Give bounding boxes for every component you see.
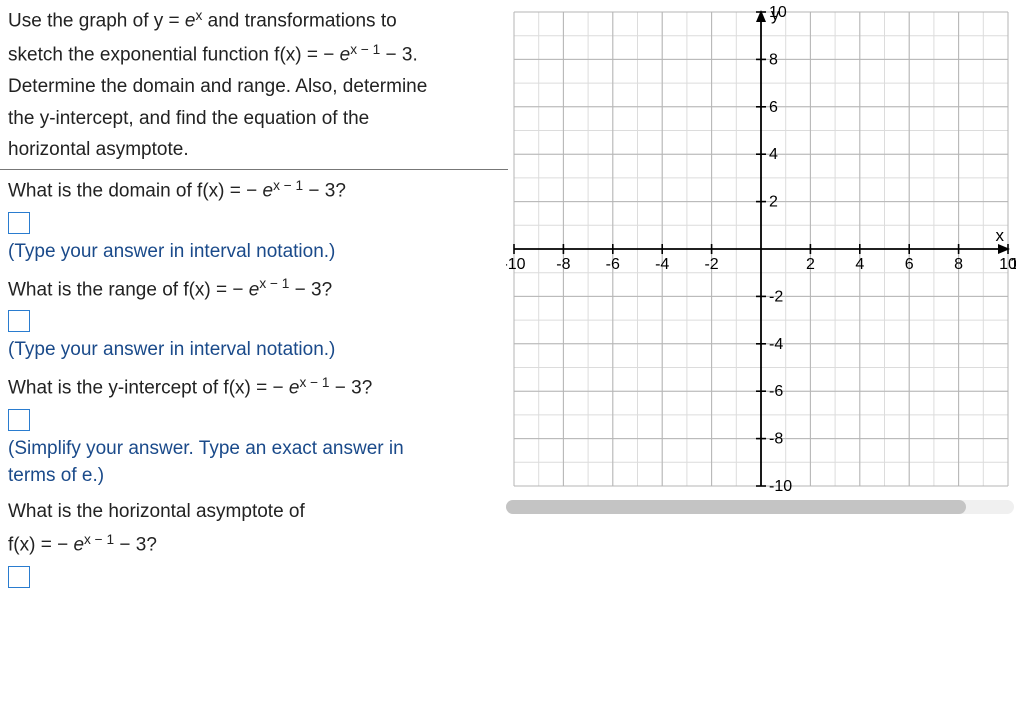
hint-interval-2: (Type your answer in interval notation.): [8, 338, 490, 363]
svg-text:-8: -8: [769, 431, 783, 448]
intro-line-3: Determine the domain and range. Also, de…: [8, 74, 490, 100]
svg-text:4: 4: [855, 256, 864, 273]
neg: −: [232, 279, 248, 300]
t: What is the range of f(x) =: [8, 279, 232, 300]
neg: −: [273, 378, 289, 399]
t: ?: [146, 534, 157, 555]
scrollbar-thumb[interactable]: [506, 500, 966, 514]
exp: x − 1: [350, 42, 380, 57]
question-ha-1: What is the horizontal asymptote of: [8, 499, 490, 525]
intro-line-5: horizontal asymptote.: [8, 137, 490, 163]
tail: − 3: [114, 534, 146, 555]
yintercept-input[interactable]: [8, 409, 30, 431]
t: sketch the exponential function f(x) =: [8, 44, 323, 65]
svg-text:-4: -4: [769, 336, 783, 353]
tail: − 3: [380, 44, 412, 65]
exp: x − 1: [84, 532, 114, 547]
hint-simplify-2: terms of e.): [8, 464, 490, 489]
graph-panel: -10-8-6-4-22468101-10-8-6-4-2246810yx: [500, 0, 1024, 716]
svg-text:x: x: [996, 226, 1005, 245]
question-domain: What is the domain of f(x) = − ex − 1 − …: [8, 176, 490, 204]
svg-text:1: 1: [1010, 256, 1016, 273]
svg-text:-6: -6: [769, 383, 783, 400]
neg: −: [323, 44, 339, 65]
svg-text:-8: -8: [556, 256, 570, 273]
e: e: [249, 279, 260, 300]
t: .: [412, 44, 417, 65]
divider: [0, 169, 508, 170]
t: and transformations to: [202, 10, 396, 31]
horizontal-scrollbar[interactable]: [506, 500, 1014, 514]
e: e: [289, 378, 300, 399]
e: e: [185, 10, 196, 31]
question-ha-2: f(x) = − ex − 1 − 3?: [8, 530, 490, 558]
neg: −: [57, 534, 73, 555]
svg-text:-6: -6: [606, 256, 620, 273]
tail: − 3: [289, 279, 321, 300]
e: e: [73, 534, 84, 555]
svg-text:-10: -10: [506, 256, 526, 273]
intro-line-1: Use the graph of y = ex and transformati…: [8, 6, 490, 34]
ha-input[interactable]: [8, 566, 30, 588]
hint-simplify-1: (Simplify your answer. Type an exact ans…: [8, 437, 490, 462]
svg-text:8: 8: [769, 51, 778, 68]
exp: x − 1: [259, 276, 289, 291]
svg-text:-2: -2: [704, 256, 718, 273]
svg-text:8: 8: [954, 256, 963, 273]
svg-text:6: 6: [905, 256, 914, 273]
t: ?: [362, 378, 373, 399]
t: What is the domain of f(x) =: [8, 180, 246, 201]
coordinate-graph[interactable]: -10-8-6-4-22468101-10-8-6-4-2246810yx: [506, 4, 1016, 500]
e: e: [340, 44, 351, 65]
hint-interval: (Type your answer in interval notation.): [8, 240, 490, 265]
intro-line-2: sketch the exponential function f(x) = −…: [8, 40, 490, 68]
svg-text:2: 2: [769, 194, 778, 211]
svg-text:-2: -2: [769, 288, 783, 305]
svg-text:4: 4: [769, 146, 778, 163]
t: ?: [335, 180, 346, 201]
t: What is the y-intercept of f(x) =: [8, 378, 273, 399]
t: ?: [322, 279, 333, 300]
question-yintercept: What is the y-intercept of f(x) = − ex −…: [8, 373, 490, 401]
e: e: [263, 180, 274, 201]
exp-x: x: [196, 8, 203, 23]
svg-text:-4: -4: [655, 256, 669, 273]
graph-svg: -10-8-6-4-22468101-10-8-6-4-2246810yx: [506, 4, 1016, 494]
range-input[interactable]: [8, 310, 30, 332]
question-range: What is the range of f(x) = − ex − 1 − 3…: [8, 275, 490, 303]
t: f(x) =: [8, 534, 57, 555]
t: Use the graph of y =: [8, 10, 185, 31]
neg: −: [246, 180, 262, 201]
svg-text:y: y: [771, 5, 780, 24]
tail: − 3: [330, 378, 362, 399]
domain-input[interactable]: [8, 212, 30, 234]
intro-line-4: the y-intercept, and find the equation o…: [8, 106, 490, 132]
question-panel: Use the graph of y = ex and transformati…: [0, 0, 500, 716]
exp: x − 1: [299, 375, 329, 390]
svg-text:-10: -10: [769, 478, 792, 494]
tail: − 3: [303, 180, 335, 201]
svg-text:6: 6: [769, 99, 778, 116]
svg-text:2: 2: [806, 256, 815, 273]
exp: x − 1: [273, 178, 303, 193]
